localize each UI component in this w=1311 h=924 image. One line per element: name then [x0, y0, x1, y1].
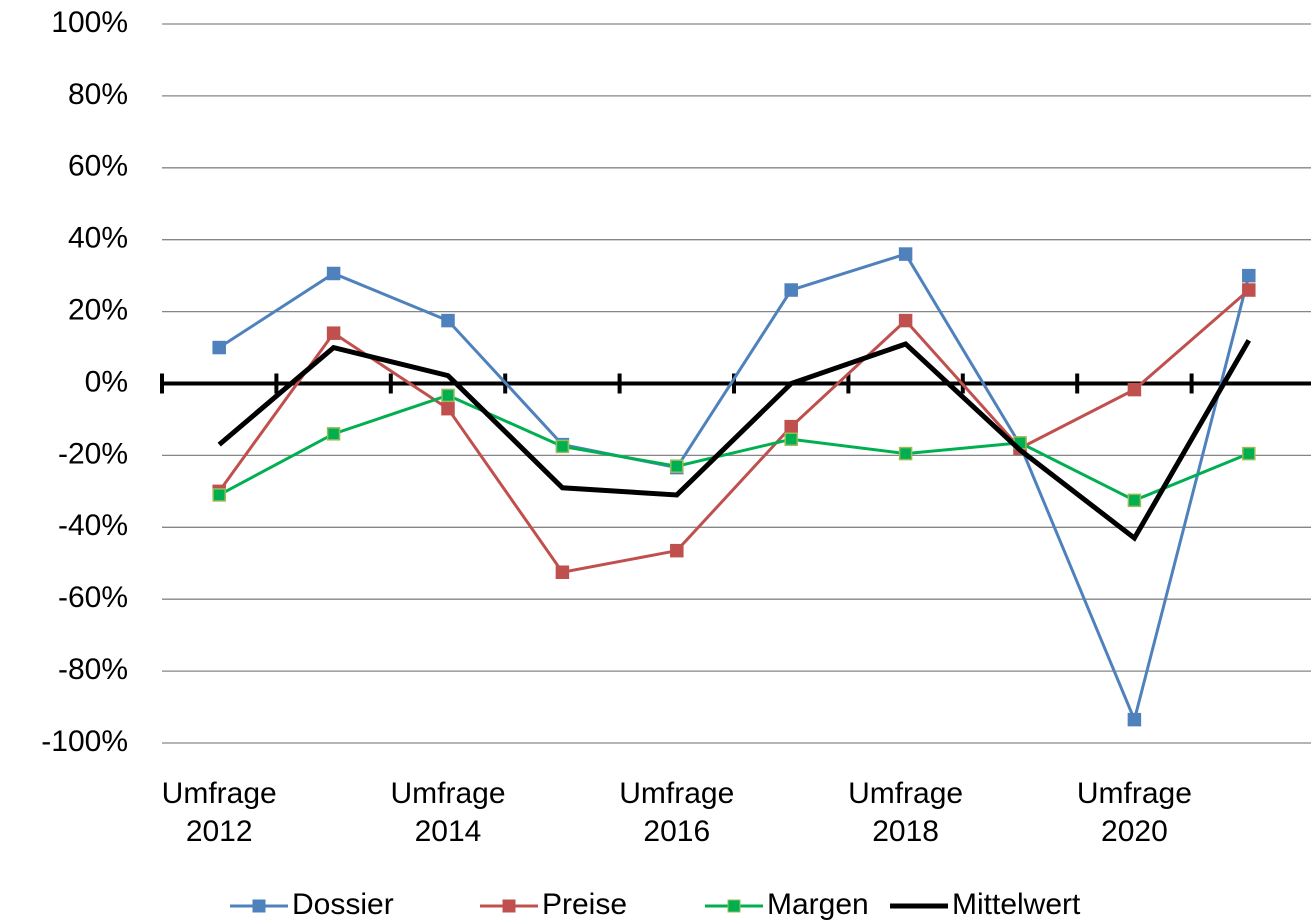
legend-marker — [252, 899, 266, 913]
marker — [212, 340, 226, 355]
legend-label: Margen — [767, 888, 869, 921]
y-tick-label: -40% — [58, 509, 128, 542]
marker — [555, 439, 570, 454]
marker — [898, 313, 913, 328]
marker — [670, 543, 684, 558]
legend-marker — [502, 899, 516, 913]
series-line — [217, 339, 1251, 542]
x-tick-label: Umfrage 2014 — [390, 777, 505, 848]
marker — [1127, 493, 1142, 508]
y-tick-label: 60% — [68, 150, 128, 183]
x-tick-label: Umfrage 2020 — [1077, 777, 1192, 848]
y-tick-label: 40% — [68, 222, 128, 255]
marker — [1127, 382, 1142, 397]
y-tick-label: -20% — [58, 437, 128, 470]
series-line — [218, 252, 1251, 725]
series-line — [217, 288, 1250, 574]
x-tick-label: Umfrage 2016 — [619, 777, 734, 848]
marker — [1242, 268, 1256, 283]
x-tick-label: Umfrage 2018 — [848, 777, 963, 848]
marker — [212, 488, 226, 502]
legend-marker — [727, 899, 741, 913]
y-tick-label: 80% — [68, 78, 128, 111]
marker — [441, 313, 455, 328]
y-tick-label: 0% — [85, 365, 128, 398]
marker — [441, 401, 455, 416]
marker — [326, 266, 341, 281]
legend-label: Preise — [542, 888, 627, 921]
marker — [1242, 283, 1256, 297]
legend-label: Mittelwert — [952, 888, 1081, 921]
marker — [326, 326, 341, 340]
y-tick-label: -80% — [58, 653, 128, 686]
x-tick-label: Umfrage 2012 — [162, 777, 277, 848]
y-tick-label: -100% — [41, 725, 128, 758]
marker — [898, 247, 913, 261]
marker — [326, 427, 341, 441]
marker — [784, 432, 798, 446]
marker — [555, 565, 570, 579]
marker — [670, 459, 684, 473]
marker — [1127, 712, 1142, 727]
marker — [784, 419, 798, 434]
marker — [441, 388, 455, 403]
y-tick-label: 20% — [68, 294, 128, 327]
marker — [1242, 446, 1256, 461]
series-line — [218, 393, 1250, 502]
y-tick-label: -60% — [58, 581, 128, 614]
marker — [784, 283, 798, 297]
y-tick-label: 100% — [51, 6, 128, 39]
marker — [898, 446, 913, 461]
legend-label: Dossier — [292, 888, 394, 921]
